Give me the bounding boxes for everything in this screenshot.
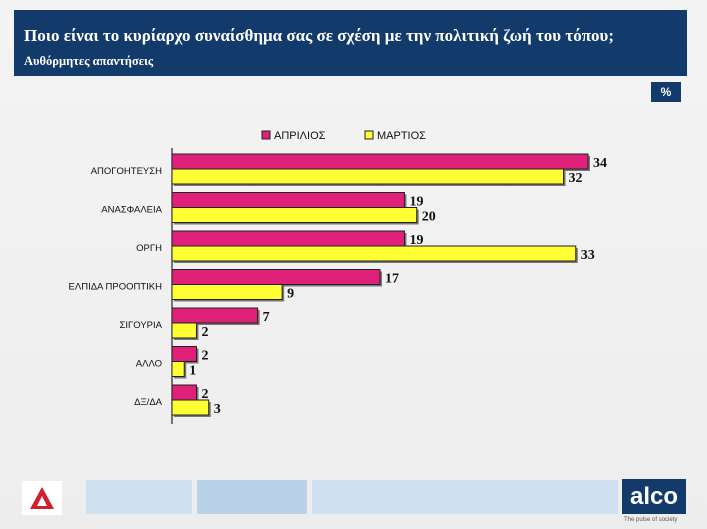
- alco-tagline: The pulse of society: [624, 517, 678, 523]
- legend-label: ΜΑΡΤΙΟΣ: [377, 130, 426, 142]
- category-label: ΑΛΛΟ: [136, 359, 162, 370]
- data-label: 19: [409, 195, 423, 210]
- footer-segment: [86, 480, 192, 514]
- data-label: 2: [201, 387, 208, 402]
- bar-chart: ΑΠΟΓΟΗΤΕΥΣΗ3432ΑΝΑΣΦΑΛΕΙΑ1920ΟΡΓΗ1933ΕΛΠ…: [69, 130, 607, 424]
- april-bar: [171, 192, 405, 208]
- march-bar: [171, 399, 210, 416]
- data-label: 34: [593, 156, 607, 171]
- march-bar: [171, 207, 418, 223]
- data-label: 2: [201, 325, 208, 340]
- broadcaster-logo-icon: [22, 481, 62, 515]
- alco-logo: alco: [622, 479, 686, 514]
- category-label: ΟΡΓΗ: [136, 243, 162, 254]
- march-bar: [171, 284, 283, 300]
- april-bar: [171, 384, 197, 401]
- page-title: Ποιο είναι το κυρίαρχο συναίσθημα σας σε…: [24, 26, 614, 45]
- header-banner: Ποιο είναι το κυρίαρχο συναίσθημα σας σε…: [14, 10, 687, 76]
- category-label: ΣΙΓΟΥΡΙΑ: [120, 320, 163, 331]
- april-bar: [171, 346, 197, 362]
- data-label: 19: [409, 233, 423, 248]
- data-label: 2: [201, 349, 208, 364]
- legend-label: ΑΠΡΙΛΙΟΣ: [274, 130, 326, 142]
- category-label: ΑΝΑΣΦΑΛΕΙΑ: [101, 205, 162, 216]
- data-label: 7: [263, 310, 270, 325]
- april-bar: [171, 269, 381, 285]
- march-bar: [171, 322, 197, 339]
- data-label: 1: [189, 364, 196, 379]
- april-bar: [171, 230, 405, 247]
- page-subtitle: Αυθόρμητες απαντήσεις: [24, 54, 154, 68]
- april-legend-swatch: [261, 130, 271, 140]
- data-label: 3: [214, 402, 221, 417]
- data-label: 32: [569, 171, 583, 186]
- data-label: 33: [581, 248, 595, 263]
- category-label: ΕΛΠΙΔΑ ΠΡΟΟΠΤΙΚΗ: [69, 282, 163, 293]
- march-bar: [171, 245, 577, 262]
- march-legend-swatch: [364, 130, 374, 140]
- march-bar: [171, 168, 565, 185]
- footer-segment: [197, 480, 307, 514]
- data-label: 9: [287, 287, 294, 302]
- april-bar: [171, 307, 259, 324]
- footer-segment: [312, 480, 618, 514]
- category-label: ΑΠΟΓΟΗΤΕΥΣΗ: [91, 166, 162, 177]
- march-bar: [171, 361, 185, 377]
- data-label: 17: [385, 272, 399, 287]
- april-bar: [171, 153, 589, 170]
- percent-badge: %: [651, 82, 681, 102]
- category-label: ΔΞ/ΔΑ: [134, 397, 163, 408]
- data-label: 20: [422, 210, 436, 225]
